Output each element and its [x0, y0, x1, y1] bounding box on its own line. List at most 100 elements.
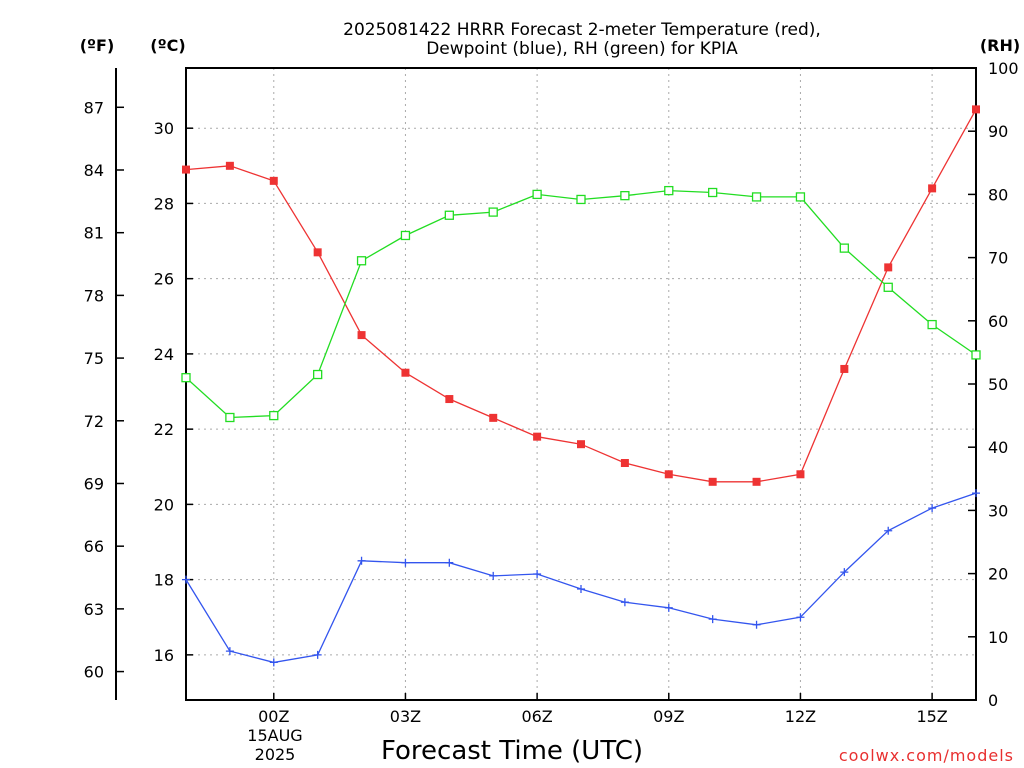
x-tick-label: 09Z: [653, 707, 684, 726]
temperature-point: [708, 477, 717, 486]
plot-frame: [185, 67, 977, 701]
rh-unit-label: (RH): [980, 36, 1020, 55]
relative_humidity-point: [927, 319, 937, 330]
rh-tick-label: 50: [988, 375, 1008, 394]
relative_humidity-point: [225, 412, 235, 423]
celsius-tick-label: 22: [154, 420, 174, 439]
temperature-point: [884, 263, 893, 272]
relative_humidity-point: [708, 187, 718, 198]
dewpoint-point: [577, 585, 585, 594]
fahrenheit-tick-label: 84: [84, 161, 104, 180]
x-tick-label: 12Z: [785, 707, 816, 726]
celsius-tick-label: 20: [154, 495, 174, 514]
relative_humidity-point: [532, 189, 542, 200]
dewpoint-point: [401, 558, 410, 567]
celsius-tick-label: 18: [154, 571, 174, 590]
relative_humidity-point: [971, 350, 981, 360]
temperature-point: [752, 477, 761, 486]
celsius-tick-label: 26: [154, 270, 174, 289]
dewpoint-point: [928, 504, 937, 513]
dewpoint-point: [489, 571, 498, 580]
date-label-year: 2025: [255, 745, 296, 764]
relative_humidity-line: [185, 189, 977, 419]
relative_humidity-point: [751, 192, 762, 202]
relative_humidity-point: [795, 192, 806, 202]
celsius-tick-label: 24: [154, 345, 174, 364]
chart-title-line-2: Dewpoint (blue), RH (green) for KPIA: [426, 39, 738, 59]
relative_humidity-point: [620, 191, 630, 201]
fahrenheit-tick-label: 75: [84, 349, 104, 368]
fahrenheit-tick-label: 69: [84, 474, 104, 493]
temperature-point: [533, 432, 542, 441]
fahrenheit-tick-label: 81: [84, 224, 104, 243]
dewpoint-point: [752, 620, 761, 629]
fahrenheit-tick-label: 78: [84, 286, 104, 305]
temperature-point: [577, 440, 585, 449]
x-tick-label: 03Z: [390, 707, 421, 726]
dewpoint-point: [972, 489, 980, 498]
dewpoint-point: [664, 603, 673, 612]
fahrenheit-tick-label: 72: [84, 412, 104, 431]
x-axis-label: Forecast Time (UTC): [381, 736, 643, 766]
temperature-point: [664, 470, 673, 479]
axes: 16 18 20 22 24 26 28 30 60 63 66 69 72 75 78 81 84 87 0 10 2…: [84, 59, 1019, 726]
dewpoint-point: [533, 569, 542, 578]
credit-label: coolwx.com/models: [839, 746, 1014, 765]
fahrenheit-tick-label: 66: [84, 537, 104, 556]
temperature-point: [620, 459, 629, 467]
series-layer: [181, 105, 981, 667]
temperature-point: [840, 364, 849, 373]
temperature-point: [489, 413, 498, 422]
relative_humidity-series: [181, 185, 981, 423]
celsius-tick-label: 28: [154, 194, 174, 213]
rh-tick-label: 70: [988, 249, 1008, 268]
relative_humidity-point: [576, 194, 586, 205]
relative_humidity-point: [883, 282, 893, 292]
temperature-point: [182, 165, 190, 174]
rh-tick-label: 100: [988, 59, 1019, 78]
temperature-point: [401, 368, 410, 377]
temperature-point: [445, 395, 454, 404]
temperature-point: [269, 176, 278, 185]
x-tick-label: 06Z: [521, 707, 552, 726]
temperature-point: [972, 105, 980, 114]
dewpoint-point: [357, 556, 366, 565]
dewpoint-point: [313, 650, 322, 659]
temperature-point: [928, 184, 937, 193]
rh-tick-label: 30: [988, 501, 1008, 520]
x-tick-label: 15Z: [916, 707, 947, 726]
temperature-point: [357, 331, 366, 340]
celsius-tick-label: 30: [154, 119, 174, 138]
rh-tick-label: 40: [988, 438, 1008, 457]
rh-tick-label: 80: [988, 185, 1008, 204]
relative_humidity-point: [356, 256, 367, 266]
rh-tick-label: 0: [988, 691, 998, 710]
relative_humidity-point: [444, 210, 454, 220]
dewpoint-point: [225, 647, 234, 656]
temperature-series: [182, 105, 980, 486]
fahrenheit-unit-label: (ºF): [80, 36, 115, 55]
dewpoint-point: [708, 615, 717, 624]
fahrenheit-tick-label: 63: [84, 600, 104, 619]
celsius-tick-label: 16: [154, 646, 174, 665]
dewpoint-point: [840, 568, 849, 577]
grid-lines: [186, 68, 976, 700]
chart-title-line-1: 2025081422 HRRR Forecast 2-meter Tempera…: [343, 20, 821, 40]
x-tick-label: 00Z: [258, 707, 289, 726]
dewpoint-point: [620, 598, 629, 607]
relative_humidity-point: [400, 230, 411, 241]
temperature-point: [225, 161, 234, 170]
relative_humidity-point: [269, 410, 279, 421]
relative_humidity-point: [313, 369, 323, 380]
dewpoint-point: [269, 658, 278, 667]
rh-tick-label: 20: [988, 565, 1008, 584]
dewpoint-point: [884, 526, 893, 535]
dewpoint-series: [182, 489, 980, 667]
dewpoint-line: [185, 492, 977, 664]
celsius-unit-label: (ºC): [150, 36, 185, 55]
rh-tick-label: 60: [988, 312, 1008, 331]
temperature-point: [796, 470, 805, 479]
date-label-day: 15AUG: [247, 726, 302, 745]
dewpoint-point: [445, 558, 454, 567]
